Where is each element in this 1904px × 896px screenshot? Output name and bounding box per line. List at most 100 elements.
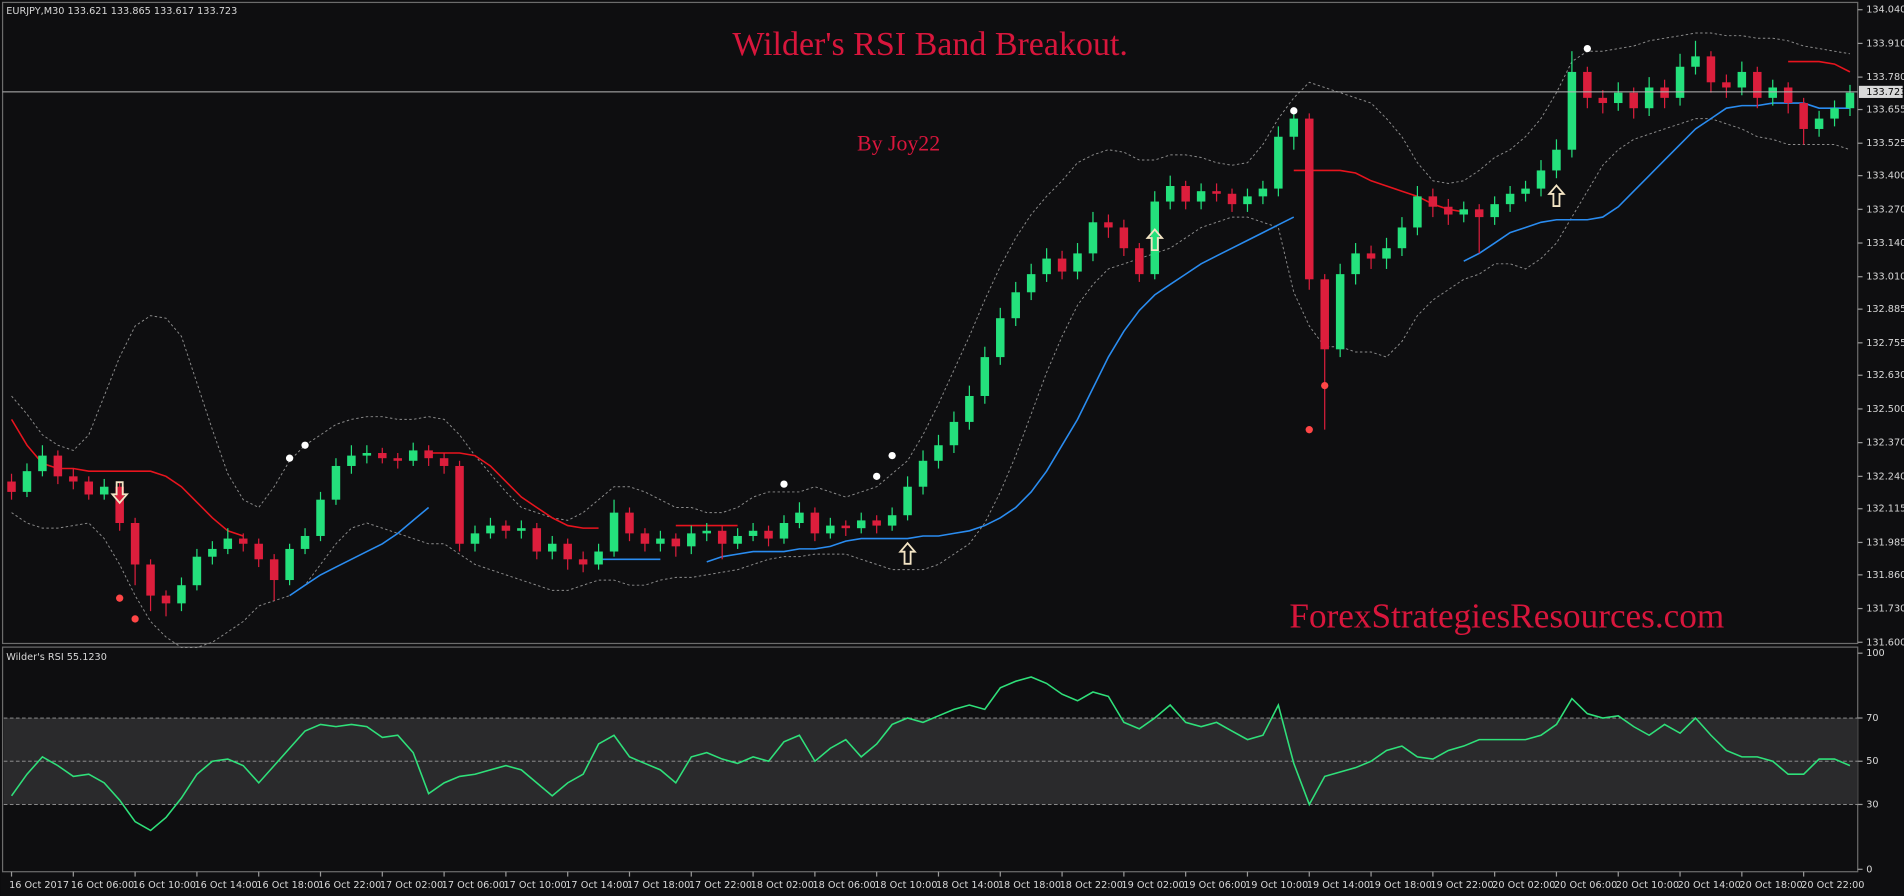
y-tick-label: 70 <box>1866 713 1878 724</box>
candle-body <box>1814 118 1824 129</box>
x-tick-label: 19 Oct 18:00 <box>1369 880 1432 891</box>
current-price-box <box>1858 85 1903 98</box>
band-line <box>11 32 1851 521</box>
x-tick-label: 16 Oct 14:00 <box>194 880 257 891</box>
candle-body <box>609 512 619 552</box>
x-tick-label: 19 Oct 10:00 <box>1245 880 1308 891</box>
candle-body <box>748 530 758 536</box>
rsi-title: Wilder's RSI 55.1230 <box>6 652 107 663</box>
candle-body <box>980 357 990 396</box>
candle-body <box>625 512 634 534</box>
candle-body <box>1212 191 1221 194</box>
candle-body <box>424 450 433 459</box>
candle-body <box>1644 87 1654 109</box>
candle-body <box>1258 188 1268 197</box>
x-tick-label: 16 Oct 22:00 <box>318 880 381 891</box>
y-tick-label: 132.630 <box>1866 370 1904 381</box>
symbol-header: EURJPY,M30 133.621 133.865 133.617 133.7… <box>6 6 237 17</box>
candle-body <box>22 471 32 492</box>
candle-body <box>455 465 464 544</box>
candle-body <box>1613 92 1623 104</box>
x-tick-label: 20 Oct 22:00 <box>1801 880 1864 891</box>
candle-body <box>115 486 124 524</box>
candle-body <box>208 548 217 557</box>
candle-body <box>918 460 928 487</box>
candle-body <box>1428 196 1438 207</box>
x-tick-label: 16 Oct 10:00 <box>133 880 196 891</box>
current-price-label: 133.723 <box>1866 87 1904 98</box>
candle-body <box>1768 87 1777 98</box>
peak-dot <box>285 454 294 462</box>
candle-body <box>84 481 94 495</box>
candle-body <box>1274 136 1283 189</box>
candle-body <box>1382 248 1391 259</box>
candle-body <box>53 455 63 477</box>
candle-body <box>1227 193 1237 205</box>
y-tick-label: 50 <box>1866 756 1878 767</box>
x-tick-label: 19 Oct 14:00 <box>1307 880 1370 891</box>
y-tick-label: 133.525 <box>1866 138 1904 149</box>
candle-body <box>563 543 572 560</box>
x-tick-label: 18 Oct 02:00 <box>751 880 814 891</box>
candle-body <box>1660 87 1669 98</box>
candle-body <box>223 538 233 549</box>
y-tick-label: 132.500 <box>1866 404 1904 415</box>
x-tick-label: 17 Oct 02:00 <box>380 880 443 891</box>
peak-dot <box>873 472 881 480</box>
y-tick-label: 132.755 <box>1866 338 1904 349</box>
x-tick-label: 17 Oct 14:00 <box>565 880 628 891</box>
trough-dot <box>1305 426 1313 434</box>
candle-body <box>733 535 742 544</box>
y-tick-label: 131.730 <box>1866 604 1904 615</box>
x-tick-label: 19 Oct 22:00 <box>1430 880 1493 891</box>
candle-body <box>1536 170 1546 189</box>
candle-body <box>640 533 650 544</box>
candle-body <box>841 525 851 529</box>
x-tick-label: 17 Oct 18:00 <box>627 880 690 891</box>
candle-body <box>347 455 356 466</box>
rsi-line <box>10 676 1851 832</box>
candle-body <box>1305 118 1314 280</box>
buy-arrow <box>1145 228 1165 252</box>
x-tick-label: 16 Oct 06:00 <box>71 880 134 891</box>
candle-body <box>439 458 449 466</box>
candle-body <box>161 595 171 604</box>
y-tick-label: 0 <box>1866 864 1872 875</box>
candle-body <box>146 564 155 596</box>
candle-body <box>1459 209 1469 215</box>
trail-line <box>289 102 1850 597</box>
candle-body <box>949 421 959 446</box>
x-tick-label: 20 Oct 02:00 <box>1492 880 1555 891</box>
candle-body <box>872 520 881 526</box>
candle-body <box>1366 253 1376 259</box>
candle-body <box>934 445 943 461</box>
candle-body <box>856 520 866 529</box>
candle-body <box>1706 56 1716 83</box>
candle-body <box>1165 185 1175 202</box>
candle-body <box>1490 204 1499 218</box>
candle-body <box>1073 253 1082 272</box>
watermark: ForexStrategiesResources.com <box>1289 596 1724 635</box>
candle-body <box>1413 196 1422 228</box>
price-panel <box>1 1 1859 645</box>
y-tick-label: 133.780 <box>1866 72 1904 83</box>
candle-body <box>486 525 495 534</box>
peak-dot <box>888 451 896 460</box>
candle-body <box>1505 193 1515 205</box>
candle-body <box>300 535 310 549</box>
y-tick-label: 132.240 <box>1866 471 1904 482</box>
candle-body <box>1552 149 1561 171</box>
candle-body <box>1444 206 1453 215</box>
candle-body <box>1181 185 1190 202</box>
candle-body <box>996 318 1005 358</box>
candle-body <box>177 585 186 604</box>
x-tick-label: 17 Oct 22:00 <box>689 880 752 891</box>
y-tick-label: 30 <box>1866 799 1878 810</box>
candle-body <box>1598 97 1608 104</box>
x-tick-label: 20 Oct 06:00 <box>1554 880 1617 891</box>
candle-body <box>130 523 140 565</box>
candle-body <box>378 453 387 459</box>
candle-body <box>285 548 294 581</box>
candle-body <box>826 525 835 534</box>
candle-body <box>269 559 279 581</box>
